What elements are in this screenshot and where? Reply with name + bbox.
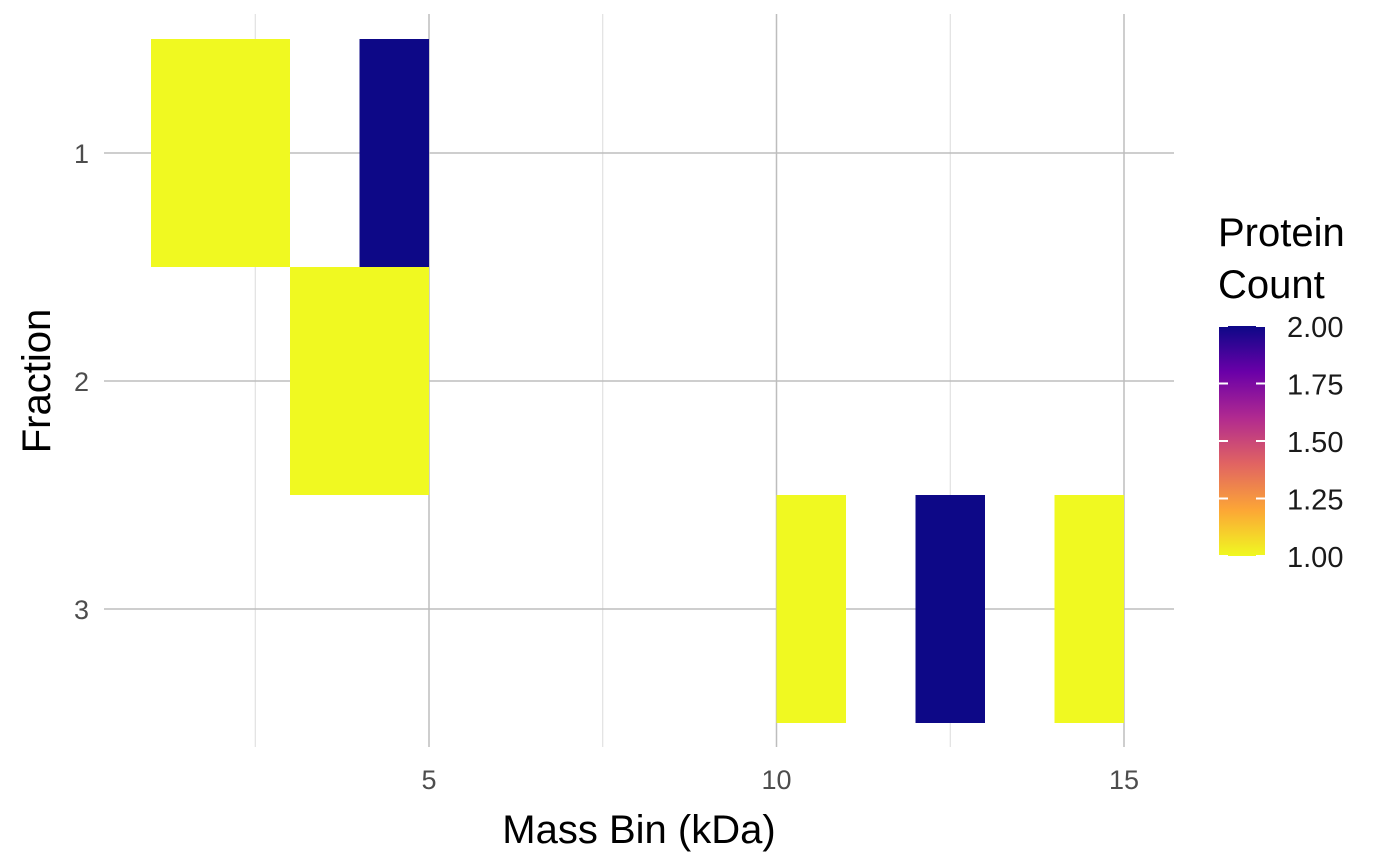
y-tick-label-1: 1: [74, 139, 89, 169]
color-legend: Protein Count 2.00 1.75 1.50 1.25 1.00: [1218, 211, 1345, 574]
tile-layer: [151, 39, 1124, 723]
y-axis-title: Fraction: [15, 309, 59, 454]
heatmap-tile-4: [915, 495, 985, 723]
x-tick-label-10: 10: [761, 765, 791, 795]
heatmap-tile-0: [151, 39, 290, 267]
legend-label-1.75: 1.75: [1287, 370, 1343, 402]
x-tick-label-15: 15: [1109, 765, 1139, 795]
legend-title-line-2: Count: [1218, 263, 1325, 307]
heatmap-tile-1: [359, 39, 429, 267]
y-tick-label-3: 3: [74, 595, 89, 625]
legend-label-1.25: 1.25: [1287, 485, 1343, 517]
x-tick-label-5: 5: [421, 765, 436, 795]
axis-layer: 5 10 15 1 2 3: [74, 139, 1139, 795]
legend-title-line-1: Protein: [1218, 211, 1345, 255]
legend-label-1.50: 1.50: [1287, 427, 1343, 459]
y-tick-label-2: 2: [74, 367, 89, 397]
legend-label-1.00: 1.00: [1287, 542, 1343, 574]
heatmap-tile-3: [776, 495, 846, 723]
x-axis-title: Mass Bin (kDa): [502, 808, 775, 852]
heatmap-tile-2: [290, 267, 429, 495]
legend-label-2.00: 2.00: [1287, 312, 1343, 344]
heatmap-tile-5: [1054, 495, 1124, 723]
